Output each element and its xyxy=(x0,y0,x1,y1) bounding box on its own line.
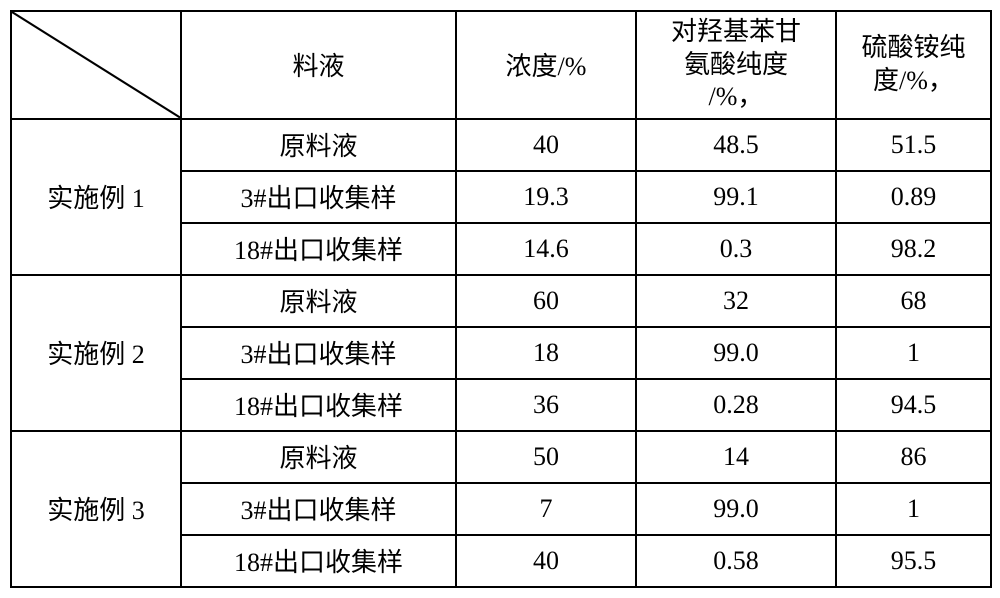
cell-p2: 68 xyxy=(836,275,991,327)
group-label: 实施例 3 xyxy=(11,431,181,587)
col-header-purity1: 对羟基苯甘 氨酸纯度 /%， xyxy=(636,11,836,119)
group-label: 实施例 1 xyxy=(11,119,181,275)
col-header-liquid: 料液 xyxy=(181,11,456,119)
group-label: 实施例 2 xyxy=(11,275,181,431)
cell-liquid: 3#出口收集样 xyxy=(181,327,456,379)
table-row: 实施例 2 原料液 60 32 68 xyxy=(11,275,991,327)
cell-p1: 48.5 xyxy=(636,119,836,171)
cell-conc: 14.6 xyxy=(456,223,636,275)
cell-p1: 99.0 xyxy=(636,483,836,535)
data-table: 料液 浓度/% 对羟基苯甘 氨酸纯度 /%， 硫酸铵纯 度/%， 实施例 1 原… xyxy=(10,10,992,588)
cell-p1: 99.1 xyxy=(636,171,836,223)
header-row: 料液 浓度/% 对羟基苯甘 氨酸纯度 /%， 硫酸铵纯 度/%， xyxy=(11,11,991,119)
table-row: 实施例 3 原料液 50 14 86 xyxy=(11,431,991,483)
cell-p1: 32 xyxy=(636,275,836,327)
col-header-purity2-line1: 硫酸铵纯 xyxy=(861,33,965,62)
cell-liquid: 原料液 xyxy=(181,119,456,171)
col-header-purity2: 硫酸铵纯 度/%， xyxy=(836,11,991,119)
cell-liquid: 18#出口收集样 xyxy=(181,223,456,275)
cell-conc: 36 xyxy=(456,379,636,431)
cell-liquid: 18#出口收集样 xyxy=(181,379,456,431)
cell-p2: 86 xyxy=(836,431,991,483)
cell-conc: 18 xyxy=(456,327,636,379)
col-header-purity1-line2: 氨酸纯度 xyxy=(684,50,788,79)
cell-p2: 95.5 xyxy=(836,535,991,587)
cell-liquid: 3#出口收集样 xyxy=(181,483,456,535)
diagonal-cell xyxy=(11,11,181,119)
cell-p2: 98.2 xyxy=(836,223,991,275)
cell-conc: 7 xyxy=(456,483,636,535)
backslash-icon xyxy=(12,12,180,118)
cell-p2: 51.5 xyxy=(836,119,991,171)
cell-p1: 99.0 xyxy=(636,327,836,379)
col-header-purity2-line2: 度/%， xyxy=(873,66,954,95)
cell-conc: 40 xyxy=(456,535,636,587)
cell-p2: 1 xyxy=(836,327,991,379)
col-header-concentration: 浓度/% xyxy=(456,11,636,119)
cell-liquid: 18#出口收集样 xyxy=(181,535,456,587)
cell-p1: 0.28 xyxy=(636,379,836,431)
cell-p1: 0.3 xyxy=(636,223,836,275)
cell-liquid: 原料液 xyxy=(181,431,456,483)
col-header-purity1-line3: /%， xyxy=(709,82,764,111)
table-row: 实施例 1 原料液 40 48.5 51.5 xyxy=(11,119,991,171)
cell-p1: 14 xyxy=(636,431,836,483)
cell-p2: 94.5 xyxy=(836,379,991,431)
cell-conc: 50 xyxy=(456,431,636,483)
cell-conc: 19.3 xyxy=(456,171,636,223)
cell-p2: 1 xyxy=(836,483,991,535)
cell-conc: 40 xyxy=(456,119,636,171)
cell-liquid: 3#出口收集样 xyxy=(181,171,456,223)
cell-conc: 60 xyxy=(456,275,636,327)
col-header-purity1-line1: 对羟基苯甘 xyxy=(671,17,801,46)
cell-liquid: 原料液 xyxy=(181,275,456,327)
cell-p1: 0.58 xyxy=(636,535,836,587)
cell-p2: 0.89 xyxy=(836,171,991,223)
